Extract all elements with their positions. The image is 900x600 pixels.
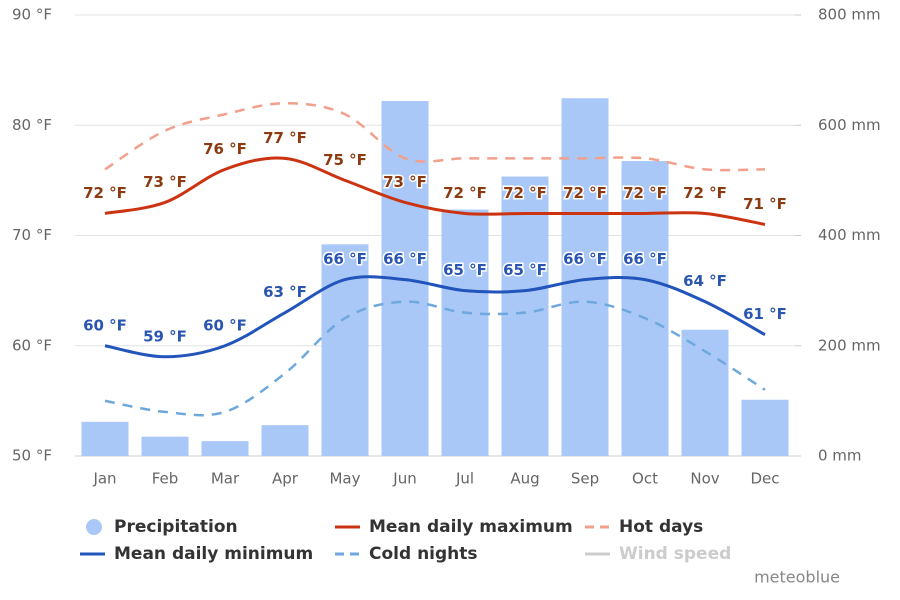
y2-tick-label: 200 mm	[818, 336, 881, 354]
data-label: 65 °F	[443, 261, 487, 279]
line	[104, 300, 766, 417]
x-tick-label: Nov	[690, 470, 719, 488]
data-label: 64 °F	[683, 272, 727, 290]
data-label: 71 °F	[743, 195, 787, 213]
data-label: 72 °F	[443, 184, 487, 202]
data-label: 72 °F	[503, 184, 547, 202]
y-tick-label: 70 °F	[12, 226, 52, 244]
data-label: 72 °F	[563, 184, 607, 202]
bar	[501, 176, 549, 457]
data-label: 72 °F	[623, 184, 667, 202]
x-tick-label: Mar	[211, 470, 240, 488]
bar	[681, 329, 729, 456]
legend-label: Precipitation	[114, 517, 238, 537]
y-tick-label: 60 °F	[12, 336, 52, 354]
x-tick-label: Aug	[510, 470, 539, 488]
data-label: 61 °F	[743, 305, 787, 323]
line	[104, 156, 766, 226]
legend-label: Mean daily maximum	[369, 517, 573, 537]
x-tick-label: Jan	[92, 470, 116, 488]
y2-tick-label: 400 mm	[818, 226, 881, 244]
x-tick-label: May	[329, 470, 360, 488]
data-label: 60 °F	[203, 316, 247, 334]
x-tick-label: Apr	[272, 470, 299, 488]
data-label: 65 °F	[503, 261, 547, 279]
data-label: 73 °F	[383, 173, 427, 191]
y-tick-label: 90 °F	[12, 6, 52, 24]
data-label: 72 °F	[683, 184, 727, 202]
bar	[441, 209, 489, 456]
legend-label: Wind speed	[619, 544, 731, 564]
data-label: 60 °F	[83, 316, 127, 334]
bar	[621, 161, 669, 457]
y2-tick-label: 800 mm	[818, 6, 881, 24]
y2-tick-label: 0 mm	[818, 447, 862, 465]
line	[104, 101, 766, 172]
data-label: 66 °F	[623, 250, 667, 268]
data-label: 63 °F	[263, 283, 307, 301]
bar	[741, 399, 789, 456]
data-label: 66 °F	[323, 250, 367, 268]
bar	[141, 436, 189, 456]
data-label: 66 °F	[563, 250, 607, 268]
legend-label: Mean daily minimum	[114, 544, 313, 564]
x-tick-label: Sep	[571, 470, 599, 488]
y2-tick-label: 600 mm	[818, 116, 881, 134]
bar	[261, 425, 309, 456]
data-label: 77 °F	[263, 129, 307, 147]
x-tick-label: Dec	[750, 470, 779, 488]
line	[104, 275, 766, 359]
y-tick-label: 50 °F	[12, 447, 52, 465]
legend-marker	[86, 519, 102, 535]
x-tick-label: Feb	[152, 470, 179, 488]
data-label: 59 °F	[143, 327, 187, 345]
bar	[81, 421, 129, 456]
data-label: 72 °F	[83, 184, 127, 202]
bar	[201, 441, 249, 456]
x-tick-label: Jul	[455, 470, 474, 488]
credit: meteoblue	[754, 568, 840, 587]
data-label: 75 °F	[323, 151, 367, 169]
data-label: 73 °F	[143, 173, 187, 191]
x-tick-label: Jun	[392, 470, 416, 488]
data-label: 76 °F	[203, 140, 247, 158]
x-tick-label: Oct	[632, 470, 658, 488]
data-label: 66 °F	[383, 250, 427, 268]
legend-label: Hot days	[619, 517, 703, 537]
legend-label: Cold nights	[369, 544, 478, 564]
y-tick-label: 80 °F	[12, 116, 52, 134]
